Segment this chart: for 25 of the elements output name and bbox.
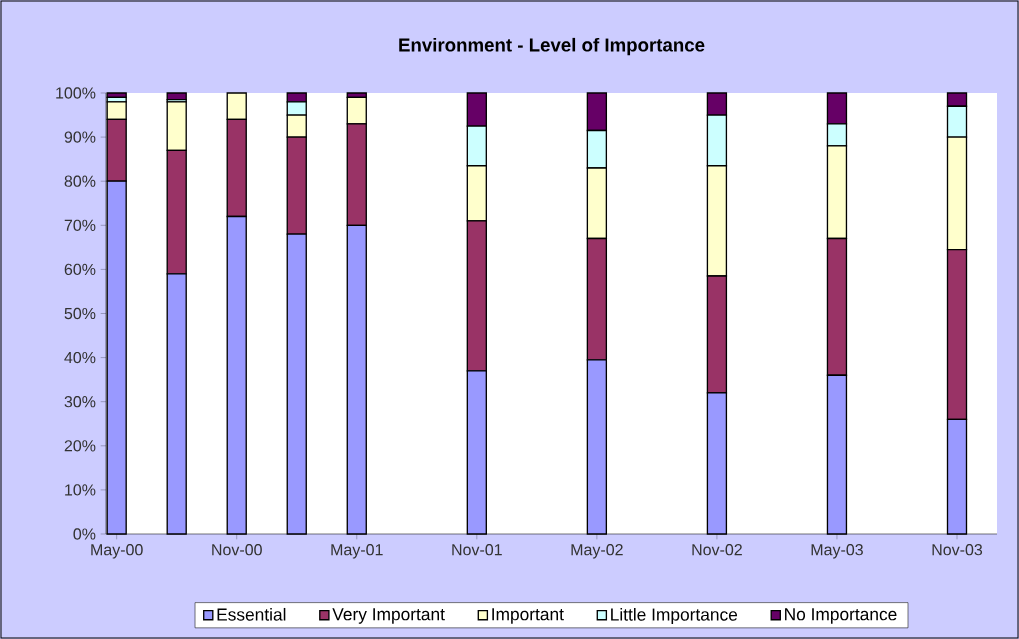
x-tick-label: Nov-01 bbox=[452, 544, 502, 556]
legend-label: Important bbox=[492, 608, 564, 624]
y-tick-label: 0% bbox=[73, 528, 96, 540]
x-tick-label: Nov-00 bbox=[212, 544, 262, 556]
x-tick-label: May-02 bbox=[571, 544, 623, 559]
x-tick-label: May-01 bbox=[331, 544, 383, 559]
y-tick-label: 90% bbox=[64, 131, 96, 143]
legend-label: No Importance bbox=[785, 608, 897, 624]
legend-label: Very Important bbox=[332, 608, 445, 624]
y-tick-label: 80% bbox=[64, 175, 96, 187]
x-tick-label: May-03 bbox=[811, 544, 863, 559]
legend-label: Little Importance bbox=[611, 607, 738, 625]
chart-title: Environment - Level of Importance bbox=[399, 37, 705, 56]
y-tick-label: 100% bbox=[56, 87, 96, 99]
y-tick-label: 20% bbox=[64, 440, 96, 452]
y-tick-label: 50% bbox=[64, 307, 96, 320]
y-tick-label: 70% bbox=[64, 219, 96, 231]
y-tick-label: 60% bbox=[64, 263, 96, 276]
x-tick-label: Nov-03 bbox=[932, 544, 983, 556]
x-tick-label: Nov-02 bbox=[692, 544, 742, 556]
x-tick-label: May-00 bbox=[91, 544, 143, 559]
y-tick-label: 40% bbox=[64, 351, 96, 364]
legend-label: Essential bbox=[217, 607, 286, 621]
y-tick-label: 10% bbox=[65, 484, 96, 496]
y-tick-label: 30% bbox=[64, 396, 96, 408]
